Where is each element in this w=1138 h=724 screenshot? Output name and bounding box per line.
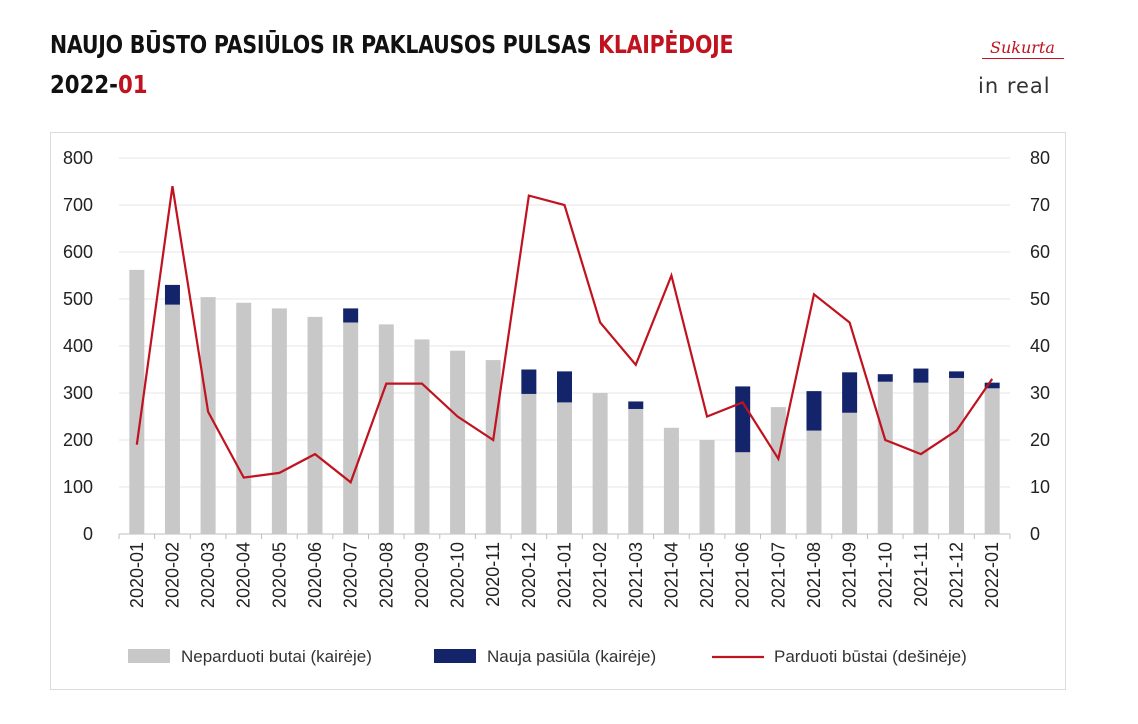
bar-neparduoti: [663, 427, 679, 534]
chart-period-year: 2022-: [50, 70, 118, 99]
bar-nauja-pasiula: [877, 374, 893, 382]
legend-swatch-nauja-pasiula: [434, 649, 476, 663]
legend-label-nauja-pasiula: Nauja pasiūla (kairėje): [487, 647, 656, 666]
bar-neparduoti: [414, 339, 430, 534]
y-right-tick-label: 0: [1030, 524, 1040, 544]
x-tick-label: 2021-04: [661, 542, 681, 608]
bar-neparduoti: [557, 402, 572, 534]
x-tick-label: 2020-07: [341, 542, 361, 608]
x-tick-label: 2021-06: [733, 542, 753, 608]
x-tick-label: 2020-12: [519, 542, 539, 608]
bar-neparduoti: [450, 350, 466, 534]
bar-nauja-pasiula: [984, 382, 1000, 389]
x-tick-label: 2020-02: [162, 542, 182, 608]
x-tick-label: 2020-06: [305, 542, 325, 608]
bar-neparduoti: [770, 407, 786, 534]
bar-neparduoti: [913, 382, 929, 534]
logo-divider: [982, 58, 1064, 59]
x-tick-label: 2020-10: [448, 542, 468, 608]
bar-nauja-pasiula: [557, 371, 572, 403]
bar-neparduoti: [735, 452, 751, 534]
bar-nauja-pasiula: [949, 371, 965, 378]
legend-label-parduoti: Parduoti būstai (dešinėje): [774, 647, 967, 666]
x-tick-label: 2021-12: [947, 542, 967, 608]
y-right-tick-label: 50: [1030, 289, 1050, 309]
inreal-logo: in real: [978, 74, 1051, 98]
bar-neparduoti: [521, 393, 537, 534]
y-left-tick-label: 700: [63, 195, 93, 215]
bar-neparduoti: [343, 322, 359, 534]
y-left-tick-label: 0: [83, 524, 93, 544]
legend-swatch-neparduoti: [128, 649, 170, 663]
chart-title: NAUJO BŪSTO PASIŪLOS IR PAKLAUSOS PULSAS…: [50, 30, 734, 59]
bar-nauja-pasiula: [735, 386, 751, 453]
y-right-tick-label: 60: [1030, 242, 1050, 262]
bar-neparduoti: [984, 388, 1000, 534]
legend-label-neparduoti: Neparduoti butai (kairėje): [181, 647, 372, 666]
bar-neparduoti: [699, 440, 715, 534]
y-right-tick-label: 70: [1030, 195, 1050, 215]
x-tick-label: 2021-11: [911, 542, 931, 607]
y-left-tick-label: 800: [63, 148, 93, 168]
y-right-tick-label: 30: [1030, 383, 1050, 403]
y-left-tick-label: 400: [63, 336, 93, 356]
y-right-tick-label: 80: [1030, 148, 1050, 168]
chart-title-main: NAUJO BŪSTO PASIŪLOS IR PAKLAUSOS PULSAS: [50, 30, 599, 59]
chart-period: 2022-01: [50, 70, 148, 99]
y-right-tick-label: 20: [1030, 430, 1050, 450]
bar-nauja-pasiula: [913, 368, 929, 383]
bar-nauja-pasiula: [842, 372, 858, 413]
chart-frame: [50, 132, 1066, 690]
y-left-tick-label: 500: [63, 289, 93, 309]
y-left-tick-label: 100: [63, 477, 93, 497]
y-right-tick-label: 10: [1030, 477, 1050, 497]
bar-nauja-pasiula: [164, 284, 180, 305]
bar-neparduoti: [129, 269, 145, 534]
sukurta-logo: Sukurta: [990, 38, 1055, 57]
x-tick-label: 2021-08: [804, 542, 824, 608]
x-tick-label: 2021-02: [590, 542, 610, 608]
x-tick-label: 2021-05: [697, 542, 717, 608]
x-tick-label: 2020-11: [483, 542, 503, 607]
y-left-tick-label: 600: [63, 242, 93, 262]
bar-neparduoti: [378, 324, 394, 534]
x-tick-label: 2021-09: [840, 542, 860, 608]
bar-neparduoti: [307, 316, 323, 534]
bar-nauja-pasiula: [628, 401, 644, 409]
x-tick-label: 2021-07: [768, 542, 788, 608]
bar-neparduoti: [485, 360, 501, 534]
x-tick-label: 2021-10: [875, 542, 895, 608]
bar-neparduoti: [877, 381, 893, 534]
bar-neparduoti: [949, 377, 965, 534]
bar-neparduoti: [806, 430, 822, 534]
x-tick-label: 2022-01: [982, 542, 1002, 608]
y-left-tick-label: 200: [63, 430, 93, 450]
bar-neparduoti: [842, 412, 858, 534]
x-tick-label: 2020-01: [127, 542, 147, 608]
y-right-tick-label: 40: [1030, 336, 1050, 356]
bar-neparduoti: [164, 304, 180, 534]
bar-neparduoti: [592, 393, 608, 534]
y-left-tick-label: 300: [63, 383, 93, 403]
chart-period-month: 01: [117, 70, 148, 99]
x-tick-label: 2021-01: [555, 542, 575, 608]
bar-neparduoti: [236, 302, 252, 534]
x-tick-label: 2020-03: [198, 542, 218, 608]
bar-neparduoti: [200, 297, 216, 534]
chart-title-city: KLAIPĖDOJE: [598, 30, 734, 59]
bar-nauja-pasiula: [521, 369, 537, 394]
x-tick-label: 2020-04: [234, 542, 254, 608]
x-tick-label: 2020-08: [376, 542, 396, 608]
bar-neparduoti: [628, 408, 644, 534]
x-tick-label: 2020-05: [269, 542, 289, 608]
bar-neparduoti: [271, 308, 287, 534]
bar-nauja-pasiula: [343, 308, 359, 323]
x-tick-label: 2021-03: [626, 542, 646, 608]
x-tick-label: 2020-09: [412, 542, 432, 608]
bar-nauja-pasiula: [806, 391, 822, 431]
